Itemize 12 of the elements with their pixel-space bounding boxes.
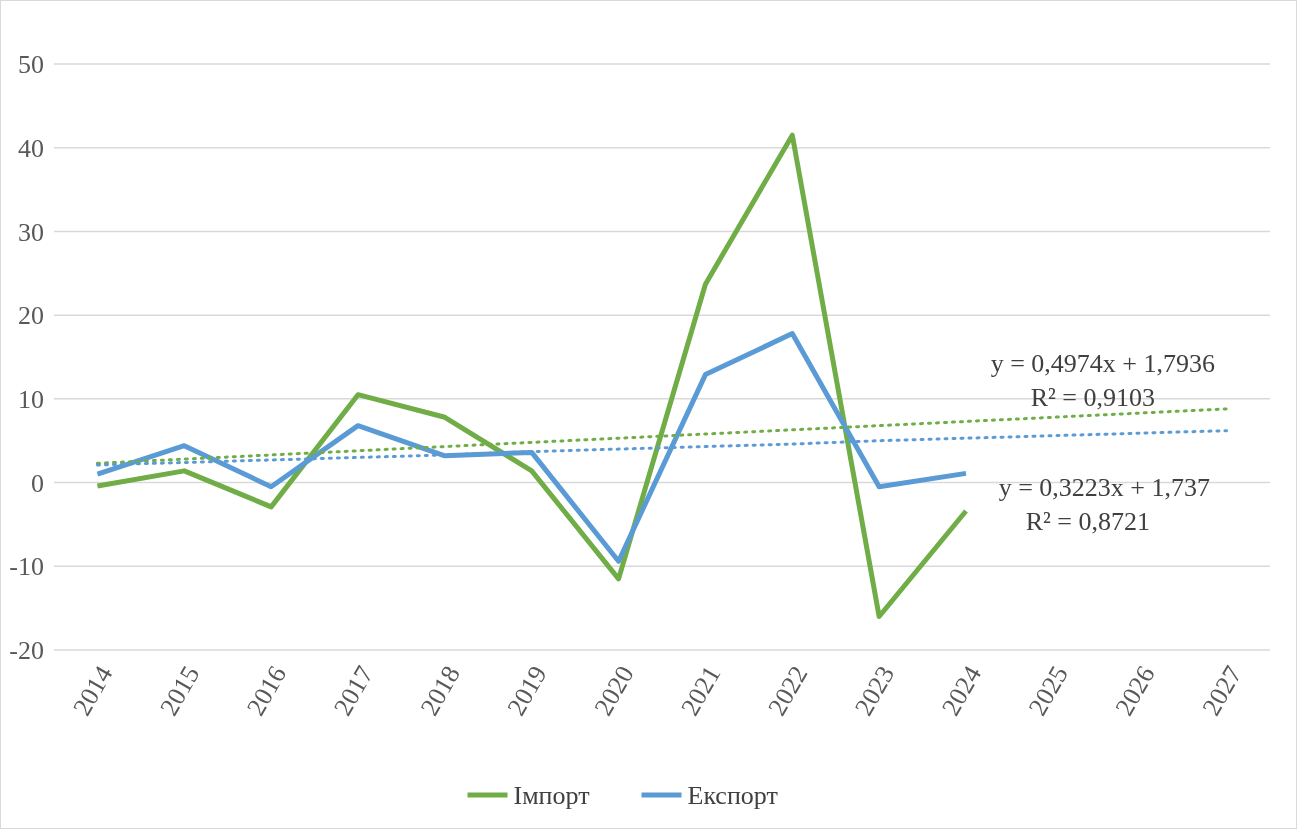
y-tick-label: 50 — [18, 50, 44, 80]
annotation: y = 0,3223x + 1,737 R² = 0,8721 — [998, 473, 1210, 536]
y-tick-label: -10 — [9, 552, 44, 582]
legend-label: Імпорт — [513, 781, 590, 811]
legend-label: Експорт — [687, 781, 778, 811]
y-tick-label: 40 — [18, 133, 44, 163]
y-tick-label: 0 — [31, 468, 44, 498]
y-tick-label: -20 — [9, 636, 44, 666]
annotation: y = 0,4974x + 1,7936 R² = 0,9103 — [990, 349, 1215, 412]
y-tick-label: 30 — [18, 217, 44, 247]
y-tick-label: 10 — [18, 384, 44, 414]
y-tick-label: 20 — [18, 301, 44, 331]
